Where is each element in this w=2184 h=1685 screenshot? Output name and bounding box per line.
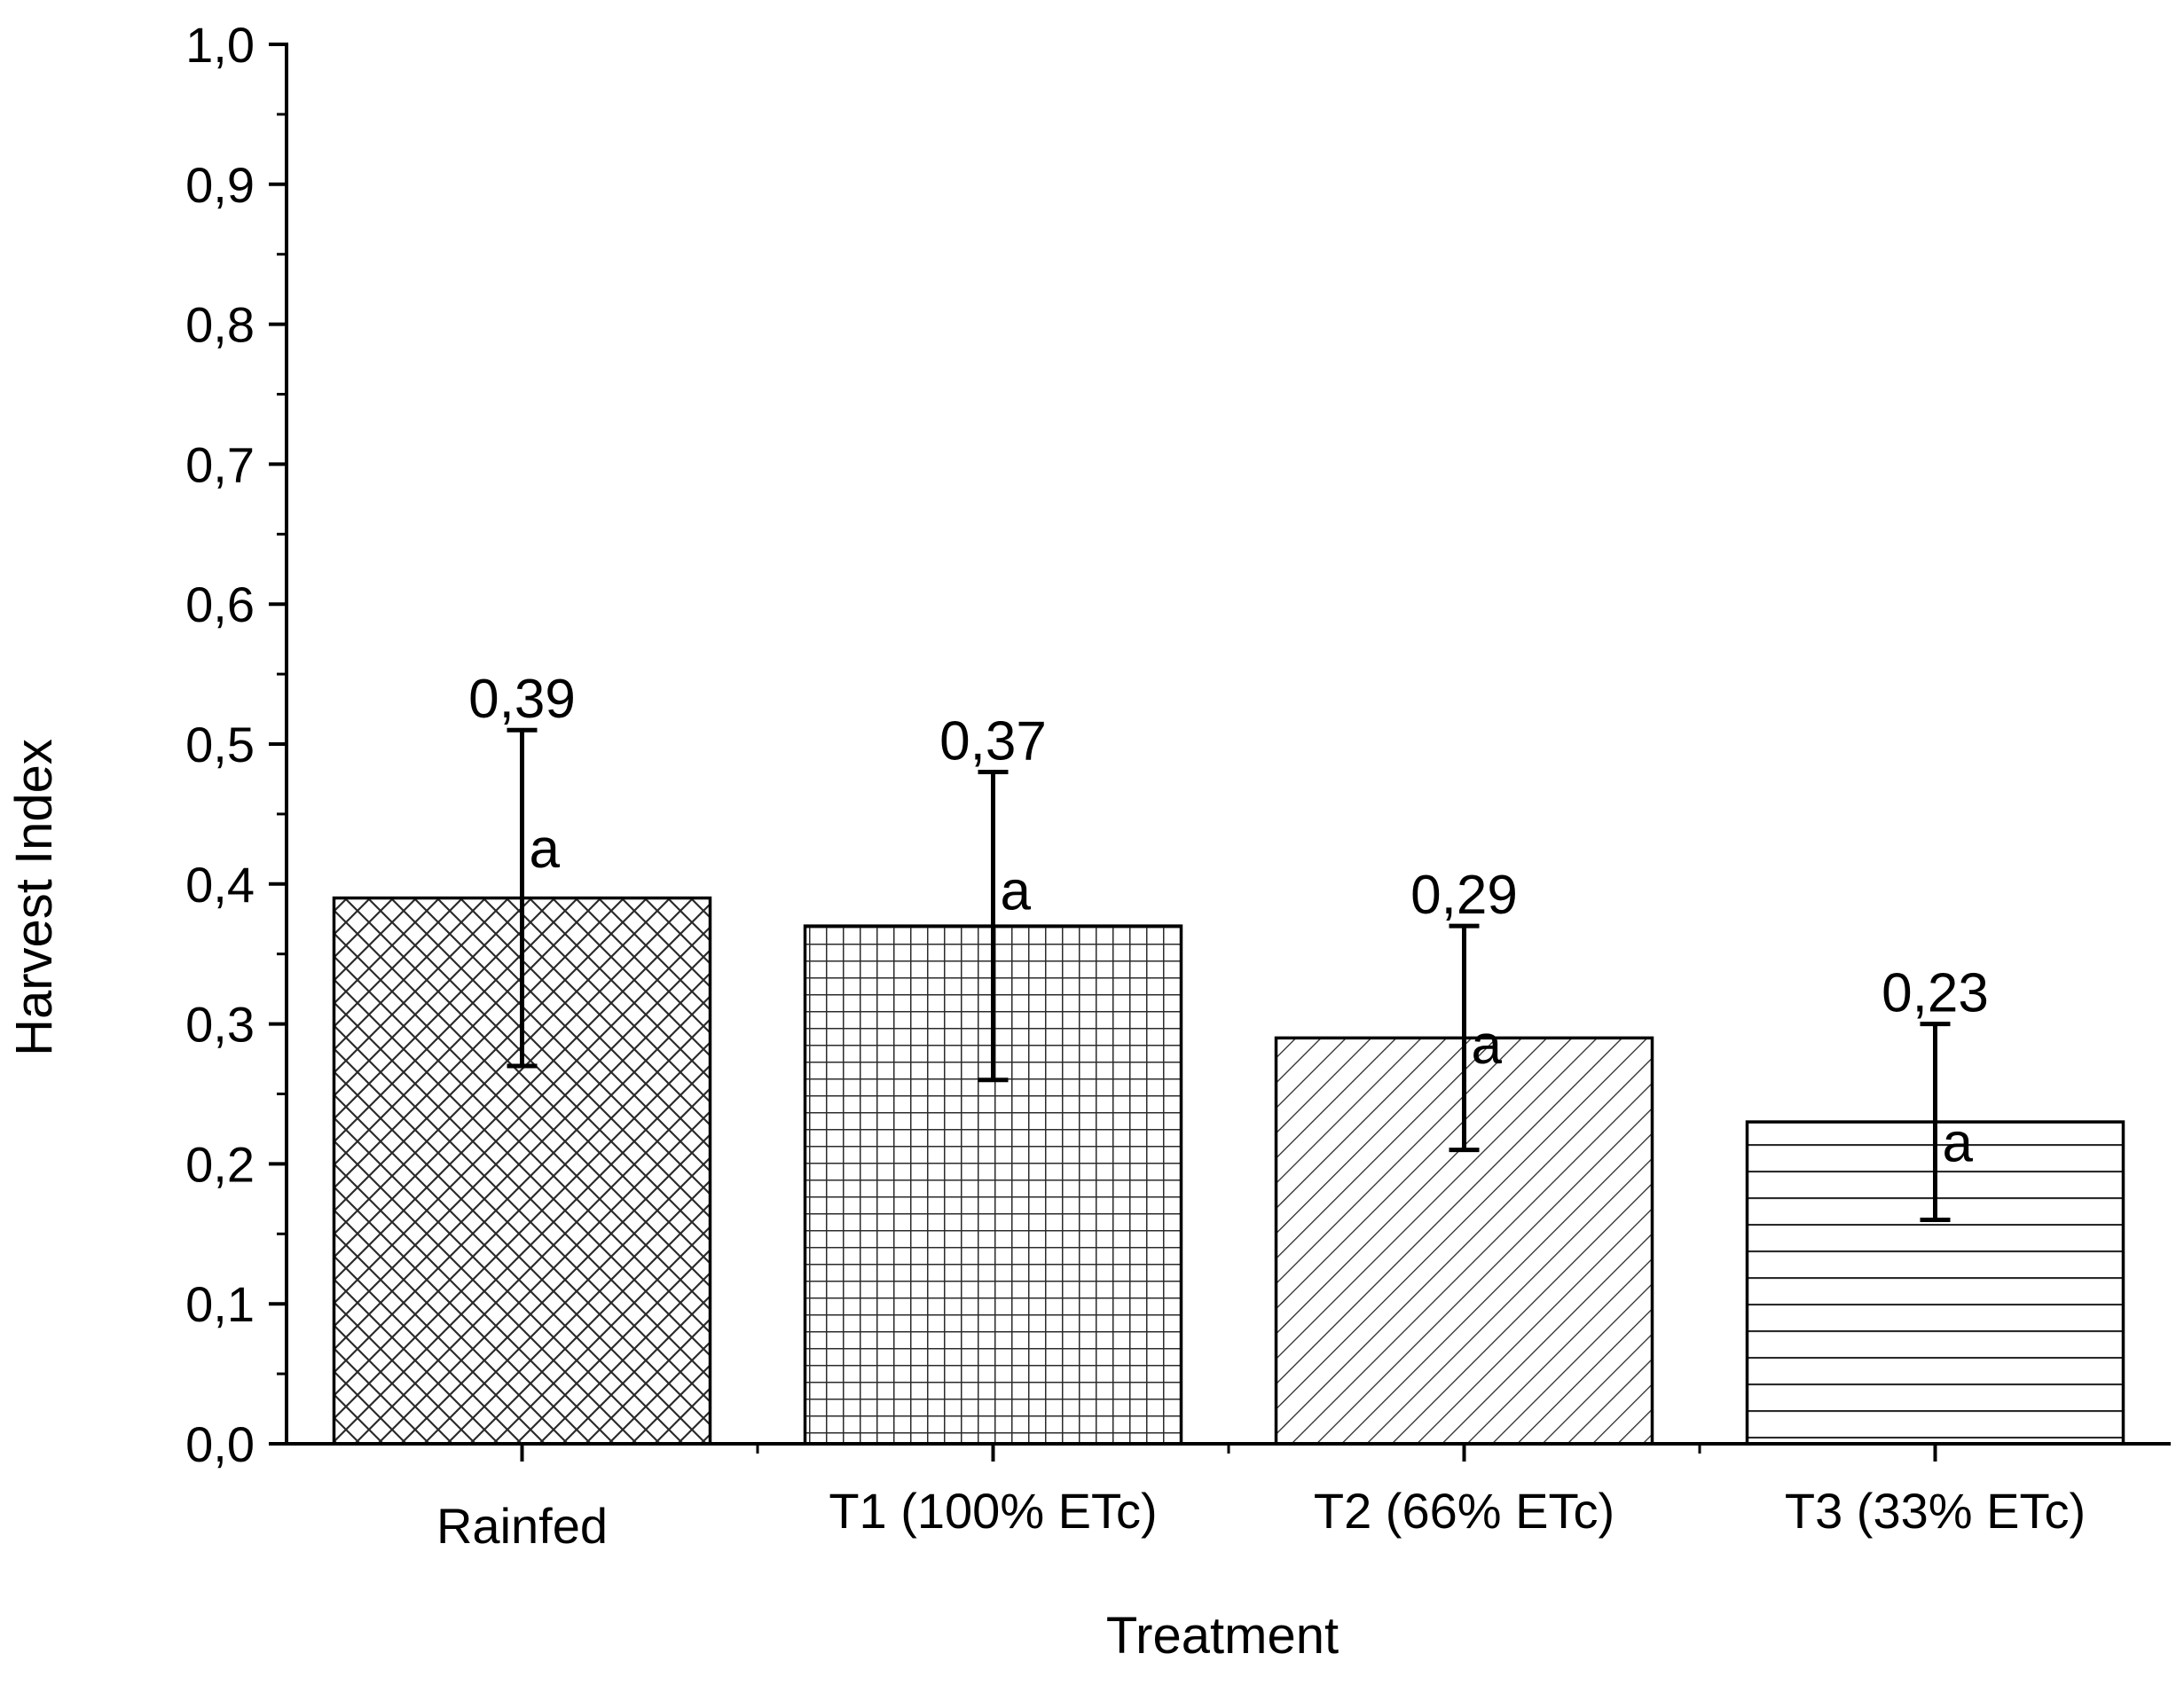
y-ticks-layer: 0,0 0,1 0,2 0,3 0,4 0,5 0,6 0,7 0,8 0,9 1,0 xyxy=(185,17,287,1472)
y-tick-label: 0,3 xyxy=(185,997,255,1053)
y-axis-title: Harvest Index xyxy=(5,739,63,1056)
y-tick-label: 1,0 xyxy=(185,17,255,73)
significance-letter: a xyxy=(1943,1113,1974,1174)
error-bars-layer xyxy=(507,727,1951,1223)
y-tick-label: 0,1 xyxy=(185,1276,255,1332)
significance-letter: a xyxy=(530,819,561,880)
y-tick-label: 0,7 xyxy=(185,436,255,492)
bar-value-label: 0,29 xyxy=(1410,865,1518,926)
bar-labels-layer: 0,39 a 0,37 a 0,29 a 0,23 a xyxy=(468,669,1989,1173)
y-tick-label: 0,2 xyxy=(185,1136,255,1192)
y-tick-label: 0,4 xyxy=(185,857,255,913)
significance-letter: a xyxy=(1472,1015,1503,1076)
y-tick-label: 0,5 xyxy=(185,717,255,772)
y-tick-label: 0,6 xyxy=(185,576,255,632)
x-axis-title: Treatment xyxy=(1106,1607,1339,1665)
y-tick-label: 0,0 xyxy=(185,1416,255,1472)
y-tick-label: 0,8 xyxy=(185,297,255,353)
y-tick-label: 0,9 xyxy=(185,157,255,213)
bars-layer xyxy=(332,896,2125,1446)
x-ticks-layer: Rainfed T1 (100% ETc) T2 (66% ETc) T3 (33% … xyxy=(436,1444,2086,1554)
x-category-label: T1 (100% ETc) xyxy=(829,1483,1157,1539)
bar-value-label: 0,39 xyxy=(468,669,576,730)
significance-letter: a xyxy=(1001,861,1032,922)
bar-value-label: 0,37 xyxy=(939,711,1047,772)
bar-value-label: 0,23 xyxy=(1882,963,1989,1024)
x-category-label: Rainfed xyxy=(436,1498,608,1554)
x-category-label: T3 (33% ETc) xyxy=(1785,1483,2086,1539)
x-category-label: T2 (66% ETc) xyxy=(1314,1483,1614,1539)
